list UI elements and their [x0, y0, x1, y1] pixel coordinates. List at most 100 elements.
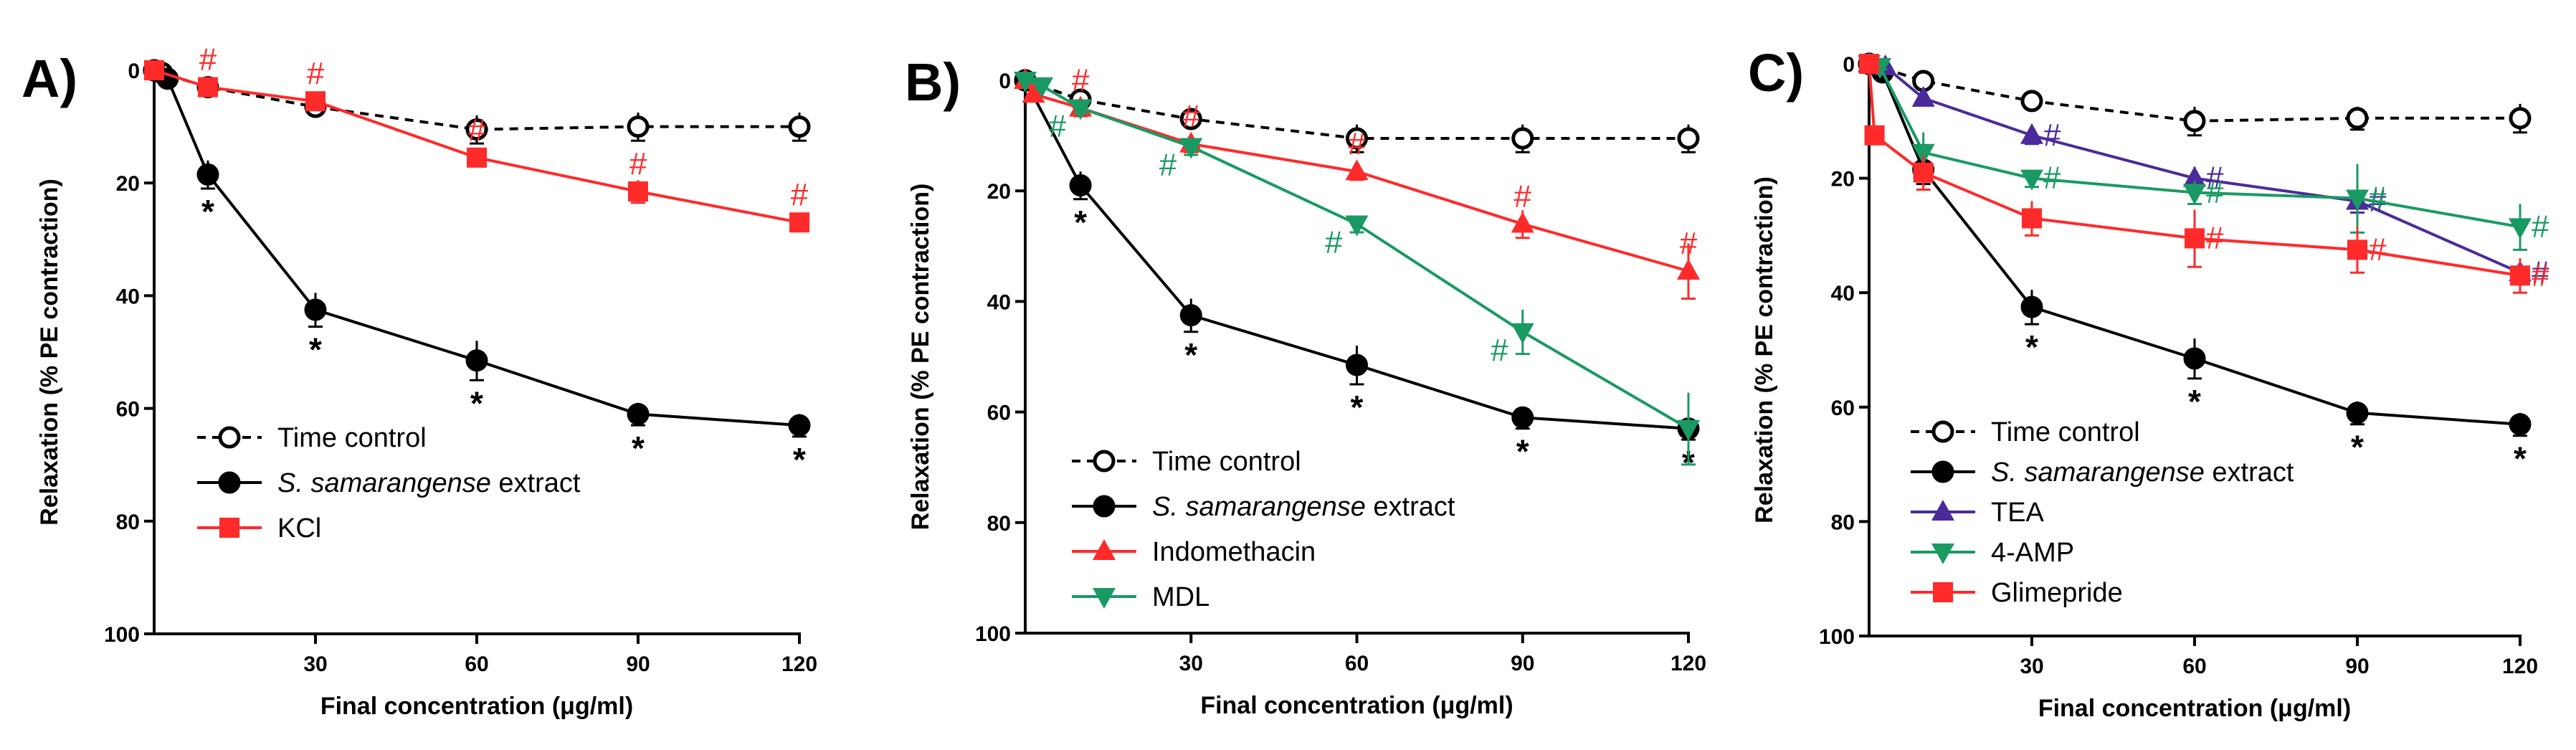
- legend-marker: [1931, 420, 1954, 443]
- legend-marker: [219, 518, 239, 538]
- significance-hash: #: [2369, 181, 2387, 216]
- legend-label: TEA: [1991, 498, 2045, 528]
- significance-hash: #: [2206, 161, 2224, 196]
- significance-hash: #: [199, 42, 217, 77]
- data-point: [2183, 184, 2206, 205]
- significance-star: *: [201, 193, 214, 230]
- panel-2: B) 0 20 40 60 80 100 30 60 90 120 Final concentrati…: [905, 52, 1706, 719]
- data-point: [1677, 127, 1700, 150]
- x-tick-label: 90: [2345, 655, 2369, 678]
- data-point: [2346, 107, 2369, 130]
- data-point: [2022, 208, 2042, 229]
- legend-label: S. samarangense extract: [1991, 457, 2294, 488]
- data-point: [1179, 138, 1203, 159]
- y-tick-label: 40: [1831, 282, 1855, 305]
- data-point: [2509, 107, 2532, 130]
- panel-letter: C): [1748, 43, 1804, 103]
- legend-label-plain: extract: [491, 468, 581, 498]
- legend-label-plain: extract: [2205, 457, 2294, 488]
- data-point: [789, 212, 809, 233]
- panel-letter: B): [905, 52, 961, 112]
- legend-label: S. samarangense extract: [277, 468, 581, 498]
- y-tick-label: 80: [116, 511, 140, 534]
- data-point: [627, 115, 650, 138]
- data-point: [2510, 265, 2530, 286]
- panel-3: C) 0 20 40 60 80 100 30 60 90 120 Final concentrati…: [1748, 43, 2549, 722]
- data-point: [2346, 189, 2369, 211]
- legend-marker: [1933, 582, 1953, 602]
- series-4: ####: [1014, 72, 1700, 466]
- data-point: [1069, 99, 1093, 120]
- data-point: [1511, 212, 1534, 233]
- y-axis-title: Relaxation (% PE contraction): [36, 179, 63, 526]
- significance-star: *: [1184, 336, 1197, 374]
- y-axis-title: Relaxation (% PE contraction): [907, 184, 934, 531]
- significance-star: *: [793, 441, 806, 478]
- legend-label: S. samarangense extract: [1152, 492, 1455, 522]
- significance-hash: #: [2369, 232, 2387, 267]
- data-point: [788, 115, 811, 138]
- x-tick-label: 90: [626, 652, 650, 676]
- series-5: # ##: [1859, 54, 2549, 294]
- data-point: [2347, 239, 2367, 260]
- panel-1: A) 0 20 40 60 80 100 30 60 90 120 Final concentrati…: [22, 42, 817, 720]
- data-point: [1179, 304, 1202, 327]
- y-tick-label: 0: [128, 60, 140, 83]
- legend-marker: [218, 471, 241, 494]
- data-point: [2185, 228, 2205, 249]
- x-axis-title: Final concentration (μg/ml): [1200, 692, 1513, 719]
- significance-hash: #: [2206, 175, 2224, 210]
- y-tick-label: 40: [987, 290, 1011, 314]
- legend-label: Indomethacin: [1152, 537, 1316, 567]
- data-point: [1677, 419, 1700, 441]
- legend-marker: [1931, 543, 1954, 564]
- significance-hash: #: [2532, 255, 2549, 290]
- data-point: [1511, 406, 1534, 429]
- y-axis-title: Relaxation (% PE contraction): [1751, 176, 1778, 523]
- legend-label-italic: S. samarangense: [277, 468, 491, 498]
- data-point: [198, 77, 218, 98]
- x-tick-label: 60: [465, 652, 488, 676]
- data-point: [2183, 347, 2206, 370]
- data-point: [304, 298, 327, 321]
- y-tick-label: 20: [987, 180, 1011, 204]
- legend-marker: [1931, 460, 1954, 483]
- significance-star: *: [2514, 440, 2527, 478]
- y-tick-label: 80: [1831, 511, 1855, 534]
- significance-hash: #: [1072, 63, 1090, 98]
- significance-star: *: [632, 429, 645, 467]
- data-point: [196, 163, 219, 186]
- significance-hash: #: [1348, 126, 1366, 161]
- data-point: [1859, 54, 1879, 74]
- significance-star: *: [309, 331, 322, 369]
- series-line: [1024, 80, 1689, 430]
- data-point: [465, 118, 488, 141]
- significance-star: *: [2188, 383, 2201, 420]
- significance-star: *: [1351, 389, 1364, 426]
- legend-label: Time control: [1991, 417, 2140, 447]
- series-3: #####: [1014, 63, 1700, 300]
- legend-marker: [1093, 588, 1116, 609]
- data-point: [467, 147, 487, 168]
- data-point: [2020, 123, 2043, 144]
- y-tick-label: 20: [1831, 168, 1855, 191]
- significance-star: *: [1074, 204, 1087, 241]
- x-tick-label: 120: [781, 652, 817, 676]
- data-point: [2509, 218, 2532, 239]
- significance-hash: #: [2043, 118, 2061, 153]
- legend-marker: [1931, 500, 1954, 521]
- legend-label: Time control: [1152, 447, 1301, 477]
- data-point: [1913, 162, 1934, 183]
- data-point: [2020, 90, 2043, 113]
- legend-marker: [1093, 539, 1116, 560]
- data-point: [1345, 215, 1369, 237]
- data-point: [1030, 77, 1054, 98]
- significance-hash: #: [2532, 209, 2549, 244]
- x-tick-label: 120: [2502, 655, 2538, 678]
- series-1: [1858, 52, 2532, 137]
- x-tick-label: 90: [1511, 652, 1534, 675]
- data-point: [2183, 166, 2206, 187]
- data-point: [1511, 127, 1534, 150]
- significance-hash: #: [1325, 224, 1343, 260]
